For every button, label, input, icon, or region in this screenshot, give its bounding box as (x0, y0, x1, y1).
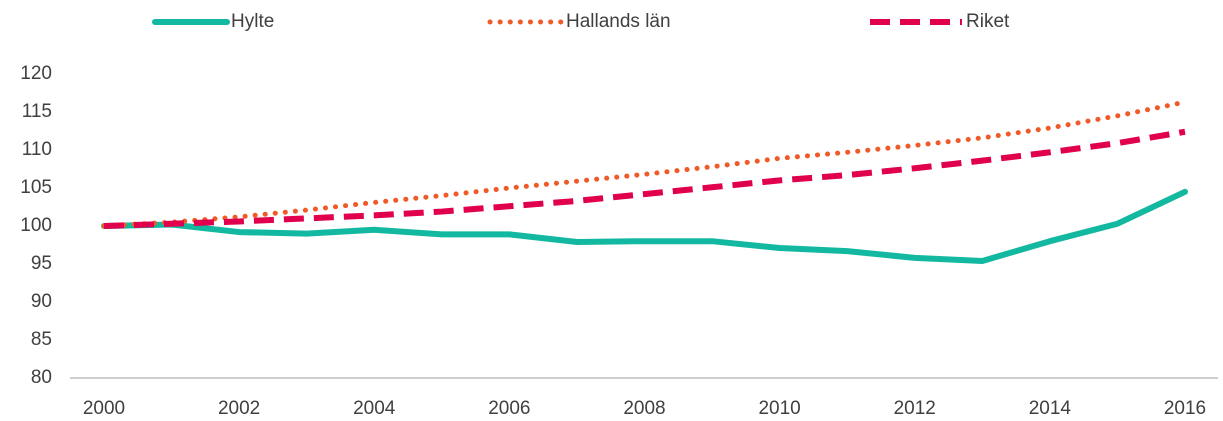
x-tick-label: 2014 (1029, 398, 1072, 419)
y-tick-label: 80 (31, 367, 52, 388)
y-tick-label: 100 (20, 215, 52, 236)
y-tick-label: 115 (22, 101, 52, 122)
y-tick-label: 90 (31, 291, 52, 312)
y-tick-label: 105 (20, 177, 52, 198)
x-tick-label: 2000 (83, 398, 125, 419)
series-line (101, 99, 1188, 229)
x-tick-label: 2006 (488, 398, 530, 419)
y-tick-label: 85 (31, 329, 52, 350)
series-line (101, 188, 1188, 264)
legend-label: Hylte (231, 11, 274, 32)
legend-label: Riket (966, 11, 1010, 32)
x-tick-label: 2002 (218, 398, 260, 419)
x-tick-label: 2012 (894, 398, 936, 419)
y-tick-label: 95 (31, 253, 52, 274)
x-tick-label: 2004 (353, 398, 396, 419)
legend-label: Hallands län (566, 11, 671, 32)
x-tick-label: 2016 (1164, 398, 1206, 419)
y-tick-label: 120 (20, 63, 52, 84)
x-tick-label: 2010 (758, 398, 800, 419)
series-line (103, 128, 1186, 229)
y-tick-label: 110 (22, 139, 52, 160)
x-tick-label: 2008 (623, 398, 665, 419)
